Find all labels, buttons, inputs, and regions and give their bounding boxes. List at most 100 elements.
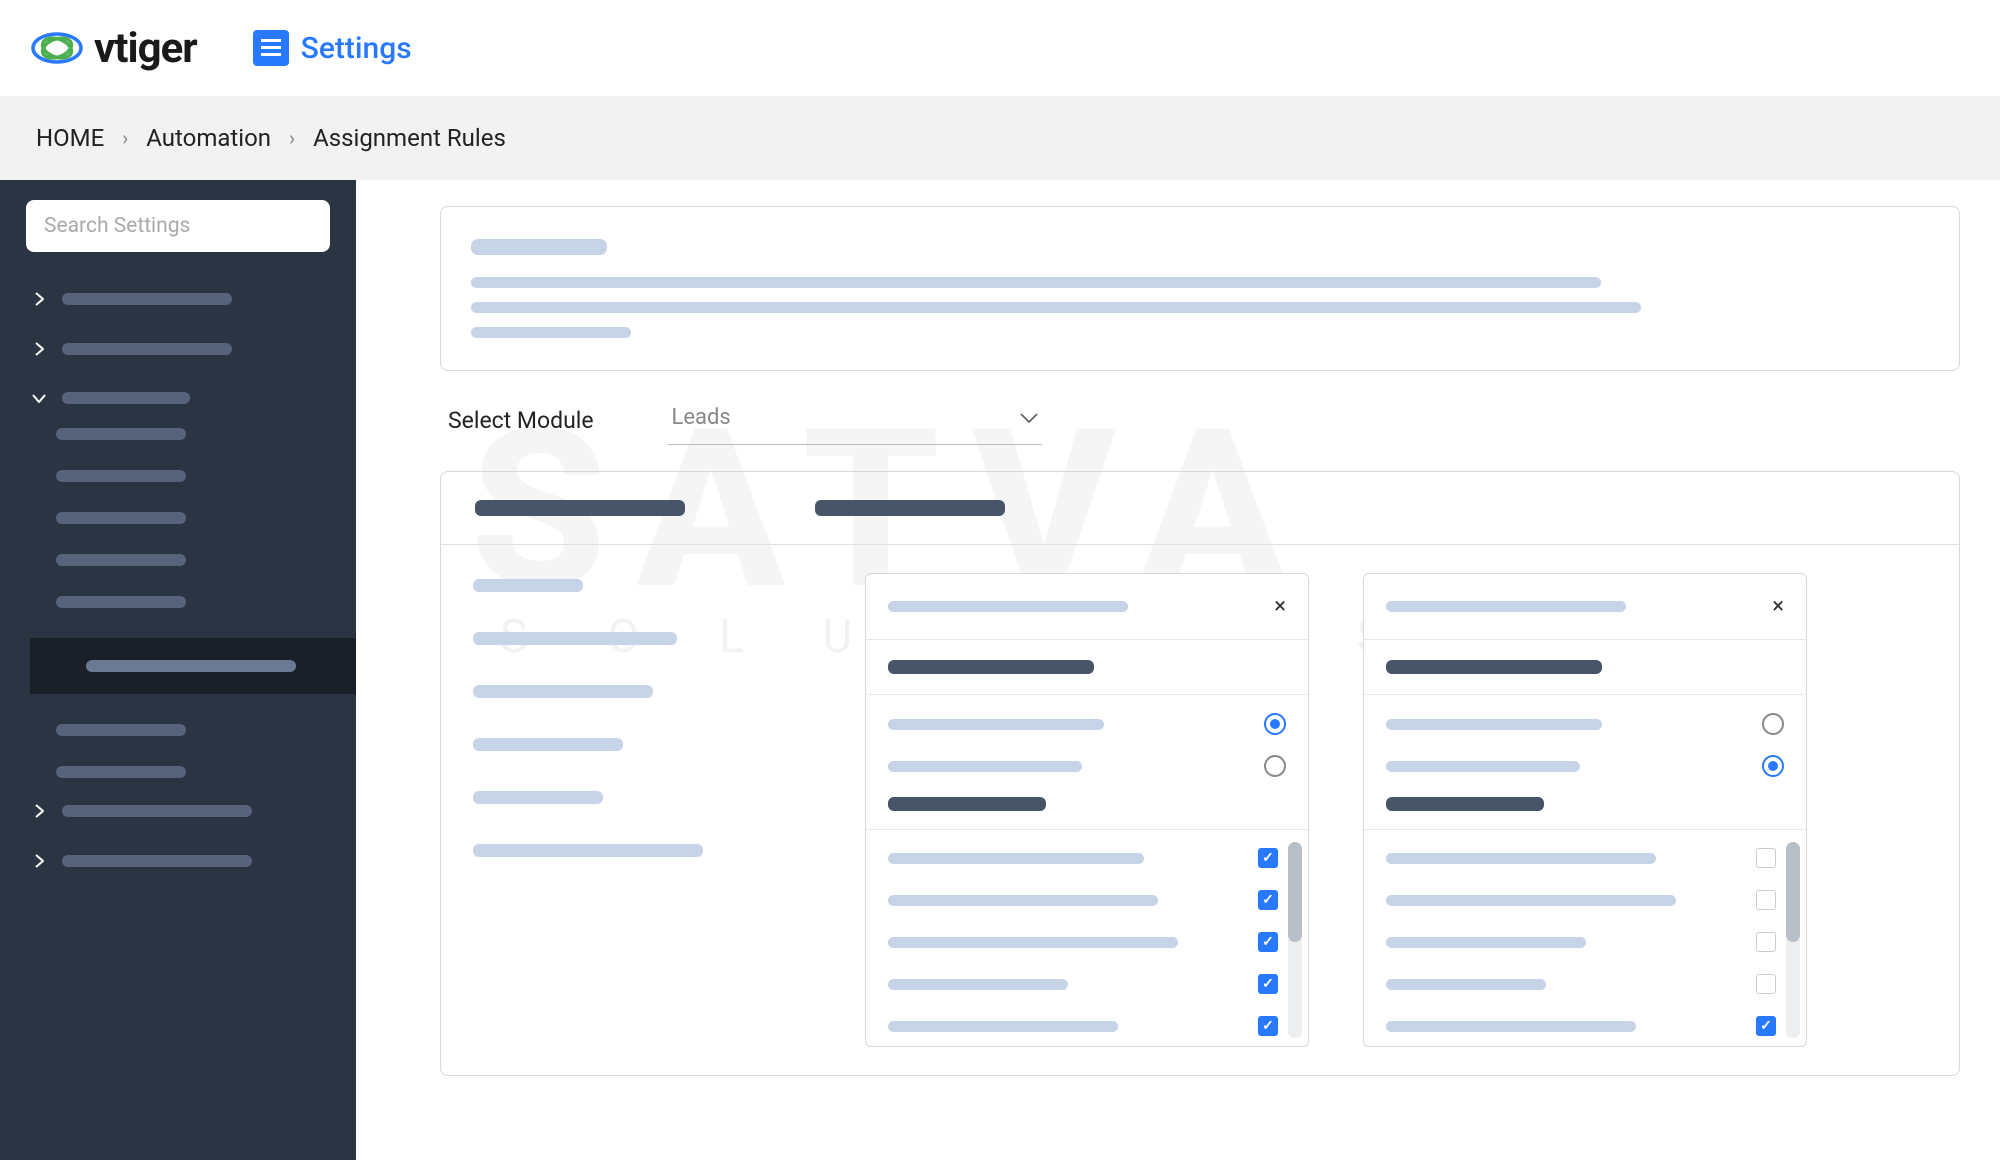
radio-option[interactable]: [1386, 755, 1784, 777]
list-item[interactable]: [888, 974, 1278, 994]
chevron-right-icon: [30, 292, 48, 306]
rule-field-skeleton: [473, 632, 677, 645]
sidebar-item-label: [62, 805, 252, 817]
module-select[interactable]: Leads: [668, 395, 1042, 445]
sidebar: Search Settings: [0, 180, 356, 1160]
radio-option[interactable]: [888, 755, 1286, 777]
radio-icon: [1762, 755, 1784, 777]
tabs-header: [441, 472, 1959, 545]
chevron-right-icon: [30, 804, 48, 818]
rule-field-skeleton: [473, 844, 703, 857]
sidebar-item-active[interactable]: [30, 638, 356, 694]
radio-icon: [1264, 713, 1286, 735]
panel-title-skeleton: [1386, 660, 1602, 674]
chevron-down-icon: [1020, 413, 1038, 423]
checkbox-icon: [1756, 1016, 1776, 1036]
chevron-right-icon: ›: [289, 126, 295, 150]
panel-header-skeleton: [1386, 601, 1626, 612]
info-card: [440, 206, 1960, 371]
sidebar-item[interactable]: [26, 382, 330, 414]
list-item[interactable]: [888, 848, 1278, 868]
panel-subtitle-skeleton: [1386, 797, 1544, 811]
brand-name: vtiger: [94, 24, 197, 73]
checkbox-icon: [1756, 848, 1776, 868]
rule-field-skeleton: [473, 738, 623, 751]
sidebar-subitem[interactable]: [56, 428, 186, 440]
list-item[interactable]: [1386, 932, 1776, 952]
checkbox-icon: [1258, 932, 1278, 952]
close-icon[interactable]: ×: [1274, 594, 1286, 619]
brand-logo[interactable]: vtiger: [30, 24, 197, 73]
select-module-label: Select Module: [448, 407, 594, 434]
sidebar-item[interactable]: [26, 332, 330, 366]
sidebar-subitem[interactable]: [56, 554, 186, 566]
assignment-panel: ×: [865, 573, 1309, 1047]
list-item[interactable]: [1386, 1016, 1776, 1036]
settings-button[interactable]: Settings: [253, 30, 412, 66]
breadcrumb: HOME › Automation › Assignment Rules: [0, 96, 2000, 180]
radio-option[interactable]: [888, 713, 1286, 735]
breadcrumb-page: Assignment Rules: [313, 124, 506, 152]
sidebar-subitem[interactable]: [56, 724, 186, 736]
vtiger-logo-icon: [30, 29, 84, 67]
sidebar-item-label: [62, 343, 232, 355]
checkbox-icon: [1258, 1016, 1278, 1036]
breadcrumb-home[interactable]: HOME: [36, 124, 104, 152]
settings-label: Settings: [301, 31, 412, 66]
module-select-value: Leads: [672, 405, 731, 430]
info-line-skeleton: [471, 277, 1601, 288]
checkbox-icon: [1756, 890, 1776, 910]
list-item[interactable]: [888, 1016, 1278, 1036]
list-item[interactable]: [1386, 848, 1776, 868]
sidebar-subitem[interactable]: [56, 766, 186, 778]
panel-title-skeleton: [888, 660, 1094, 674]
panel-subtitle-skeleton: [888, 797, 1046, 811]
info-line-skeleton: [471, 327, 631, 338]
list-item[interactable]: [888, 890, 1278, 910]
sidebar-item-label: [62, 293, 232, 305]
info-line-skeleton: [471, 302, 1641, 313]
list-item[interactable]: [1386, 974, 1776, 994]
tab-2[interactable]: [815, 500, 1005, 516]
radio-icon: [1264, 755, 1286, 777]
chevron-down-icon: [30, 394, 48, 403]
chevron-right-icon: [30, 854, 48, 868]
sidebar-item[interactable]: [26, 282, 330, 316]
assignment-panel: ×: [1363, 573, 1807, 1047]
rule-field-skeleton: [473, 685, 653, 698]
chevron-right-icon: ›: [122, 126, 128, 150]
sidebar-subitem[interactable]: [56, 470, 186, 482]
sidebar-subitem[interactable]: [56, 596, 186, 608]
sidebar-item[interactable]: [26, 844, 330, 878]
search-input[interactable]: Search Settings: [26, 200, 330, 252]
app-header: vtiger Settings: [0, 0, 2000, 96]
radio-option[interactable]: [1386, 713, 1784, 735]
radio-icon: [1762, 713, 1784, 735]
sidebar-item-label: [62, 855, 252, 867]
sidebar-subitem[interactable]: [56, 512, 186, 524]
list-item[interactable]: [888, 932, 1278, 952]
info-title-skeleton: [471, 239, 607, 255]
breadcrumb-automation[interactable]: Automation: [146, 124, 271, 152]
scrollbar-thumb[interactable]: [1288, 842, 1302, 942]
panel-header-skeleton: [888, 601, 1128, 612]
checkbox-icon: [1756, 932, 1776, 952]
scrollbar-thumb[interactable]: [1786, 842, 1800, 942]
module-select-row: Select Module Leads: [440, 395, 1960, 445]
menu-icon: [253, 30, 289, 66]
rules-card: ××: [440, 471, 1960, 1076]
list-item[interactable]: [1386, 890, 1776, 910]
close-icon[interactable]: ×: [1772, 594, 1784, 619]
checkbox-icon: [1756, 974, 1776, 994]
checkbox-icon: [1258, 974, 1278, 994]
rule-field-skeleton: [473, 791, 603, 804]
checkbox-icon: [1258, 890, 1278, 910]
sidebar-item-label: [62, 392, 190, 404]
chevron-right-icon: [30, 342, 48, 356]
sidebar-item[interactable]: [26, 794, 330, 828]
tab-1[interactable]: [475, 500, 685, 516]
main-content: Select Module Leads ××: [356, 180, 2000, 1160]
checkbox-icon: [1258, 848, 1278, 868]
rules-left-col: [473, 573, 823, 1047]
rule-field-skeleton: [473, 579, 583, 592]
